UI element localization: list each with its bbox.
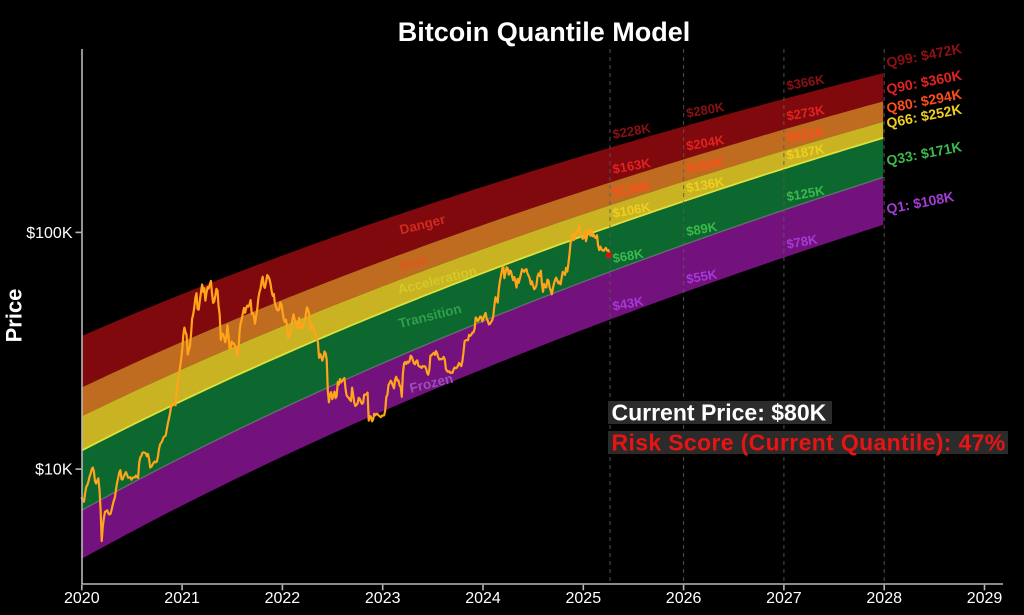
svg-text:2028: 2028 [866,590,902,607]
svg-text:2025: 2025 [566,590,602,607]
svg-text:$187K: $187K [785,141,826,163]
svg-text:$366K: $366K [785,72,826,94]
svg-text:$280K: $280K [685,99,726,121]
svg-text:$100K: $100K [26,225,73,242]
svg-text:$55K: $55K [685,266,719,286]
svg-text:$136K: $136K [685,174,726,196]
svg-text:Risk Score (Current Quantile):: Risk Score (Current Quantile): 47% [612,430,1006,456]
svg-text:$106K: $106K [611,199,652,221]
svg-text:$125K: $125K [785,183,826,205]
svg-text:$78K: $78K [785,231,819,251]
svg-text:Risk: Risk [398,252,430,274]
svg-text:2023: 2023 [365,590,401,607]
svg-text:Price: Price [2,289,27,343]
svg-text:$10K: $10K [35,462,73,479]
svg-text:2027: 2027 [766,590,802,607]
svg-text:Bitcoin Quantile Model: Bitcoin Quantile Model [398,17,691,47]
svg-text:$221K: $221K [785,123,826,145]
svg-text:2021: 2021 [164,590,200,607]
svg-text:2026: 2026 [666,590,702,607]
svg-text:$164K: $164K [685,154,726,176]
svg-text:2029: 2029 [967,590,1003,607]
svg-text:$228K: $228K [611,120,652,142]
svg-text:$68K: $68K [611,246,645,266]
svg-text:$273K: $273K [785,102,826,124]
svg-text:$89K: $89K [685,219,719,239]
svg-text:2022: 2022 [265,590,301,607]
svg-text:Current Price: $80K: Current Price: $80K [612,400,827,426]
svg-text:2024: 2024 [465,590,501,607]
svg-text:$43K: $43K [611,293,645,313]
svg-text:2020: 2020 [64,590,100,607]
svg-text:$204K: $204K [685,132,726,154]
svg-text:$130K: $130K [611,178,652,200]
svg-text:$163K: $163K [611,155,652,177]
